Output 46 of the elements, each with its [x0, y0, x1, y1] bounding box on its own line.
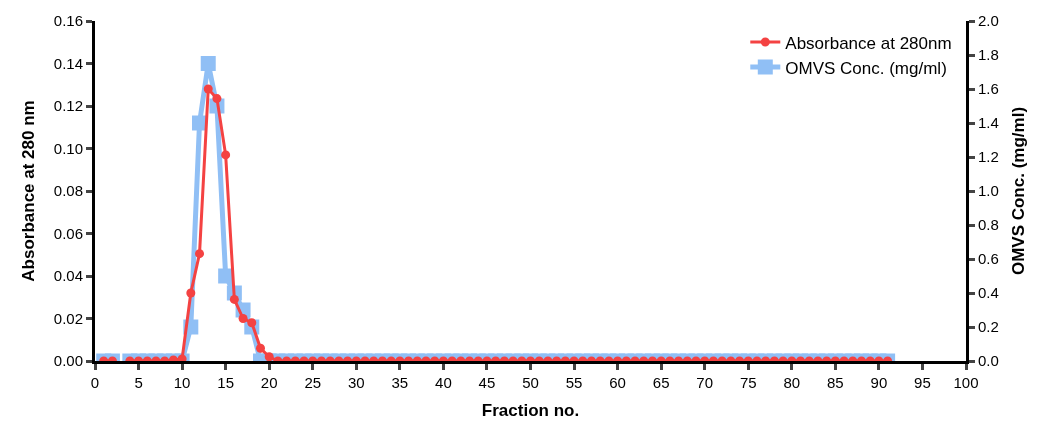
y-tick-label: 0.08 [53, 182, 83, 200]
x-tick-label: 30 [347, 374, 365, 391]
x-tick-label: 40 [435, 374, 452, 391]
y2-tick-label: 0.2 [978, 318, 999, 336]
x-tick-label: 100 [953, 374, 979, 391]
x-tick-label: 60 [609, 374, 626, 391]
x-tick-label: 20 [260, 374, 278, 391]
y2-tick-label: 2.0 [978, 12, 999, 30]
legend-label: Absorbance at 280nm [785, 33, 952, 53]
y2-tick-label: 1.4 [978, 114, 999, 132]
x-tick-label: 75 [739, 374, 757, 391]
y-tick-label: 0.02 [53, 309, 83, 327]
y2-tick-label: 0.4 [978, 284, 999, 302]
y-tick-label: 0.14 [53, 54, 83, 72]
y-tick-label: 0.10 [53, 139, 83, 157]
x-tick-label: 50 [522, 374, 539, 391]
x-tick-label: 5 [134, 374, 143, 391]
y2-axis-title: OMVS Conc. (mg/ml) [1009, 106, 1029, 276]
y2-tick-label: 1.0 [978, 182, 999, 200]
y-tick-label: 0.00 [53, 352, 83, 370]
x-tick-label: 80 [783, 374, 801, 391]
y2-tick-label: 1.8 [978, 46, 999, 64]
y2-tick-label: 0.0 [978, 352, 999, 370]
x-tick-label: 95 [914, 374, 931, 391]
x-tick-label: 10 [173, 374, 191, 391]
y-tick-label: 0.12 [53, 97, 83, 115]
y2-tick-label: 0.8 [978, 216, 999, 234]
x-tick-label: 35 [391, 374, 409, 391]
x-tick-label: 55 [565, 374, 583, 391]
x-tick-label: 90 [870, 374, 888, 391]
x-tick-label: 65 [652, 374, 670, 391]
x-tick-label: 0 [90, 374, 100, 391]
x-tick-label: 70 [696, 374, 714, 391]
x-tick-label: 45 [478, 374, 496, 391]
y-tick-label: 0.16 [53, 12, 83, 30]
x-tick-label: 85 [827, 374, 844, 391]
x-tick-label: 15 [217, 374, 234, 391]
y-tick-label: 0.06 [53, 224, 83, 242]
y2-tick-label: 0.6 [978, 250, 999, 268]
x-tick-label: 25 [304, 374, 322, 391]
y2-tick-label: 1.2 [978, 148, 999, 166]
x-axis-title: Fraction no. [481, 401, 580, 421]
y2-tick-label: 1.6 [978, 80, 999, 98]
legend-label: OMVS Conc. (mg/ml) [785, 58, 947, 78]
y-axis-title: Absorbance at 280 nm [19, 100, 39, 282]
y-tick-label: 0.04 [53, 267, 83, 285]
